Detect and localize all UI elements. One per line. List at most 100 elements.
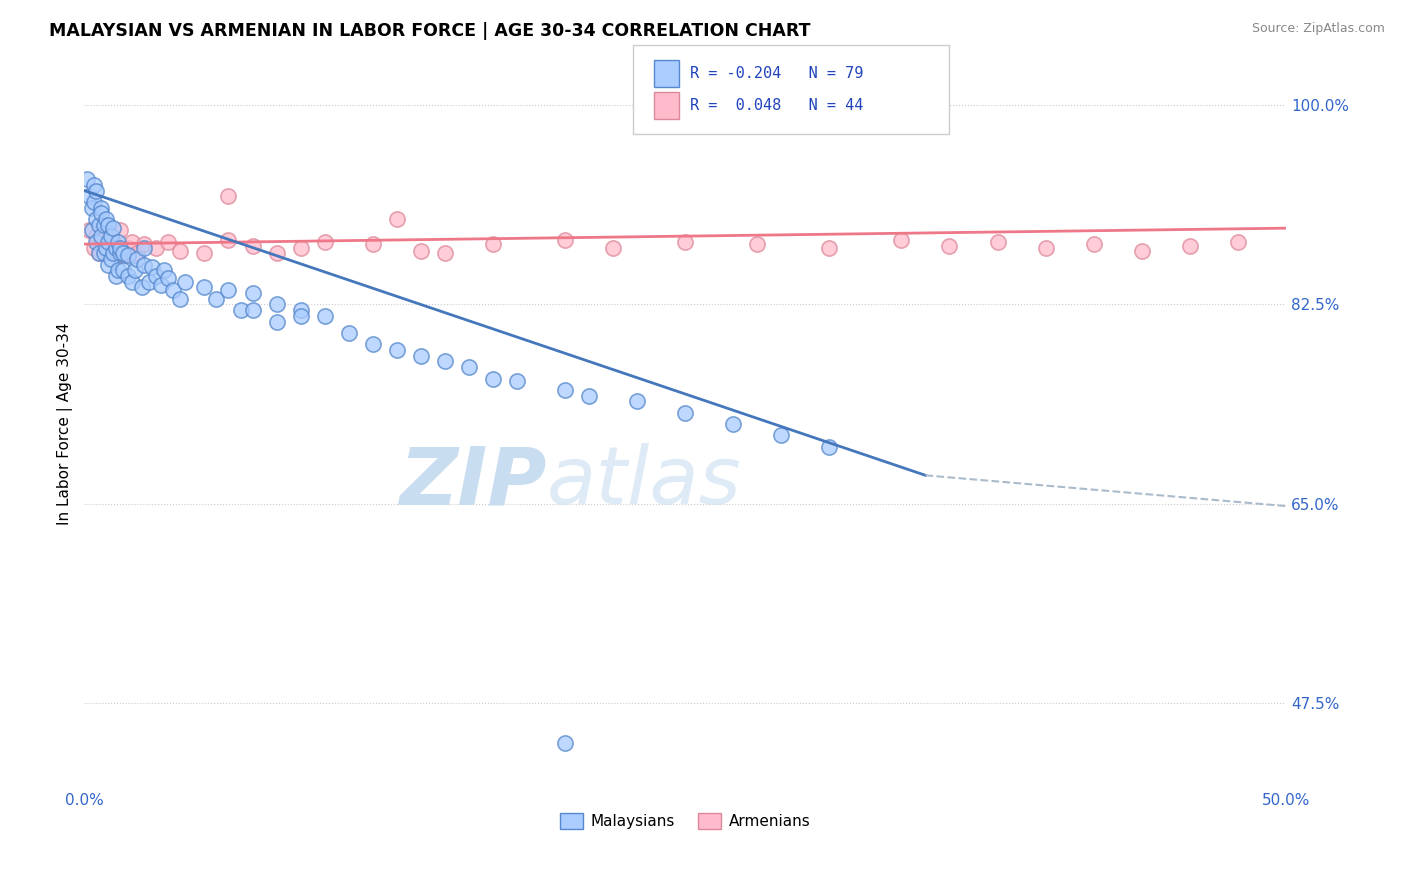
Point (93, 240, 115, 254)
Point (90, 229, 112, 244)
Point (117, 248, 139, 262)
Point (482, 237, 505, 252)
Point (84, 184, 107, 198)
Point (218, 189, 240, 203)
Point (1178, 239, 1201, 253)
Point (193, 280, 215, 294)
Point (127, 246, 149, 260)
Point (554, 383, 576, 397)
Point (90, 206, 112, 220)
Point (145, 240, 167, 254)
Point (242, 286, 264, 301)
Point (385, 343, 408, 357)
Point (205, 292, 228, 306)
Point (110, 223, 132, 237)
Point (162, 283, 184, 297)
Point (721, 417, 744, 431)
Point (506, 374, 529, 388)
Text: R =  0.048   N = 44: R = 0.048 N = 44 (690, 98, 863, 112)
Point (104, 240, 127, 254)
Text: atlas: atlas (547, 443, 742, 522)
Point (97, 235, 120, 249)
Point (626, 394, 648, 409)
Point (482, 371, 505, 385)
Point (152, 263, 174, 277)
Point (110, 240, 132, 254)
Point (111, 263, 134, 277)
Point (107, 240, 129, 254)
Point (193, 246, 215, 260)
Point (100, 252, 122, 266)
Point (87, 246, 110, 260)
Point (107, 235, 129, 249)
Point (385, 212, 408, 227)
Point (76, 172, 98, 186)
Point (1035, 240, 1057, 254)
Point (169, 244, 191, 258)
Point (97, 246, 120, 260)
Point (818, 440, 841, 454)
Text: ZIP: ZIP (399, 443, 547, 522)
Point (818, 240, 841, 254)
Point (101, 221, 124, 235)
Point (554, 736, 576, 750)
Point (101, 235, 124, 249)
Point (242, 239, 264, 253)
Point (121, 235, 143, 249)
Point (138, 275, 160, 289)
Point (218, 233, 240, 247)
Point (174, 275, 197, 289)
Point (314, 235, 336, 249)
Point (242, 303, 264, 318)
Point (127, 252, 149, 266)
Point (104, 268, 127, 283)
Point (107, 263, 129, 277)
Point (290, 303, 312, 318)
Point (747, 237, 769, 252)
Y-axis label: In Labor Force | Age 30-34: In Labor Force | Age 30-34 (58, 323, 73, 525)
Point (83, 194, 105, 209)
Point (80, 223, 103, 237)
Point (266, 246, 288, 260)
Point (409, 349, 432, 363)
Point (554, 233, 576, 247)
Point (1083, 237, 1105, 252)
Point (117, 240, 139, 254)
Point (124, 263, 146, 277)
Point (134, 237, 156, 252)
Point (673, 235, 696, 249)
Point (80, 201, 103, 215)
Point (84, 235, 107, 249)
Point (290, 240, 312, 254)
Point (169, 292, 191, 306)
Point (457, 360, 479, 375)
Point (770, 428, 793, 442)
Point (145, 268, 167, 283)
Legend: Malaysians, Armenians: Malaysians, Armenians (554, 807, 817, 836)
Point (121, 275, 143, 289)
Point (117, 268, 139, 283)
Text: MALAYSIAN VS ARMENIAN IN LABOR FORCE | AGE 30-34 CORRELATION CHART: MALAYSIAN VS ARMENIAN IN LABOR FORCE | A… (49, 22, 811, 40)
Point (97, 258, 120, 272)
Point (90, 201, 112, 215)
Point (94, 240, 117, 254)
Point (134, 240, 156, 254)
Point (110, 246, 132, 260)
Point (94, 212, 117, 227)
Point (361, 237, 384, 252)
Point (938, 239, 960, 253)
Point (229, 303, 252, 318)
Point (890, 233, 912, 247)
Point (578, 388, 600, 402)
Text: R = -0.204   N = 79: R = -0.204 N = 79 (690, 66, 863, 80)
Point (266, 314, 288, 328)
Point (87, 246, 110, 260)
Point (100, 229, 122, 244)
Point (111, 248, 134, 262)
Point (84, 212, 107, 227)
Point (141, 260, 163, 274)
Point (150, 278, 173, 293)
Point (157, 271, 180, 285)
Point (83, 178, 105, 192)
Point (97, 218, 120, 232)
